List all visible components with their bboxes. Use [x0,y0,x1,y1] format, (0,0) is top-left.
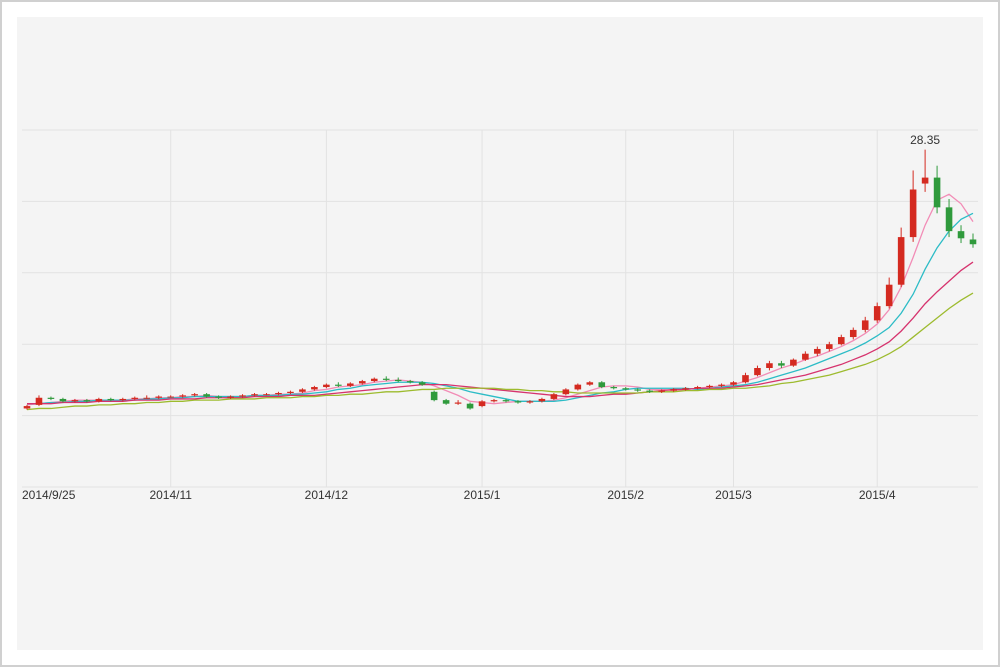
candle-body [682,388,689,390]
candle-body [969,239,977,245]
candle-body [323,384,330,388]
candle-body [526,401,534,403]
candle-body [119,398,127,401]
candle-body [59,398,67,402]
candle-body [598,382,606,388]
candle-body [83,400,91,402]
candle-body [718,384,725,386]
candle-body [275,392,282,395]
candle-body [909,189,917,238]
candle-body [694,387,701,389]
candle-body [203,394,210,397]
candle-body [897,237,905,285]
candle-body [394,379,402,382]
candle-body [406,381,414,383]
candle-body [155,396,163,398]
candle-body [646,390,653,392]
candle-body [550,394,558,399]
candle-body [347,383,354,386]
candle-body [574,384,582,390]
candle-body [251,394,258,396]
candle-body [466,403,474,409]
candle-body [778,363,785,366]
candle-body [634,389,642,391]
x-tick-label: 2015/2 [607,488,644,502]
candle-body [71,400,79,402]
candle-body [23,406,31,409]
candle-body [610,387,618,389]
candle-body [658,390,665,392]
candle-body [370,378,378,382]
candle-body [849,329,857,338]
x-tick-label: 2015/1 [464,488,501,502]
candle-body [382,378,390,380]
candle-body [95,398,103,402]
candle-body [622,388,630,390]
candle-body [179,395,186,397]
candle-body [263,394,270,396]
candle-body [921,177,929,184]
candle-body [562,389,570,395]
candle-body [945,207,953,232]
candle-body [502,400,510,402]
moving-average-line [26,292,974,411]
candle-body [215,396,222,398]
x-tick-label: 2014/11 [149,488,192,502]
candle-body [586,382,594,385]
candle-body [418,382,426,385]
candle-body [790,359,797,366]
candle-body [35,397,43,405]
candle-body [826,344,833,349]
moving-average-line [27,261,974,405]
candle-body [670,389,677,391]
x-tick-label: 2014/12 [305,488,349,502]
candle-body [514,401,522,403]
x-tick-label: 2014/9/25 [22,488,76,502]
candle-body [802,353,809,360]
candle-body [454,402,462,404]
candle-body [442,400,450,404]
candle-body [430,391,438,401]
candle-body [490,400,498,402]
candle-body [107,398,115,401]
candle-body [335,384,342,386]
candle-body [933,177,941,208]
candle-body [873,306,881,321]
candle-body [861,320,869,330]
candle-body [885,284,893,307]
max-label: 28.35 [910,133,940,147]
moving-average-line [27,212,974,405]
candle-body [754,368,761,376]
candle-body [299,389,306,392]
candle-body [191,394,198,396]
candle-body [766,363,773,368]
candle-body [311,387,318,390]
candle-body [167,396,174,398]
panel [17,17,983,650]
candle-body [730,382,737,385]
candle-body [814,348,821,354]
candle-body [47,397,55,399]
candle-body [538,398,546,402]
candle-body [706,385,713,388]
candle-body [143,397,151,399]
candle-body [742,375,749,383]
x-tick-label: 2015/4 [859,488,896,502]
candle-body [358,381,366,384]
candle-body [239,395,246,397]
candle-body [287,391,294,393]
candle-body [227,396,234,398]
candle-body [837,337,845,345]
x-tick-label: 2015/3 [715,488,752,502]
candle-body [957,231,965,239]
candle-body [131,397,139,399]
candle-body [478,401,486,407]
